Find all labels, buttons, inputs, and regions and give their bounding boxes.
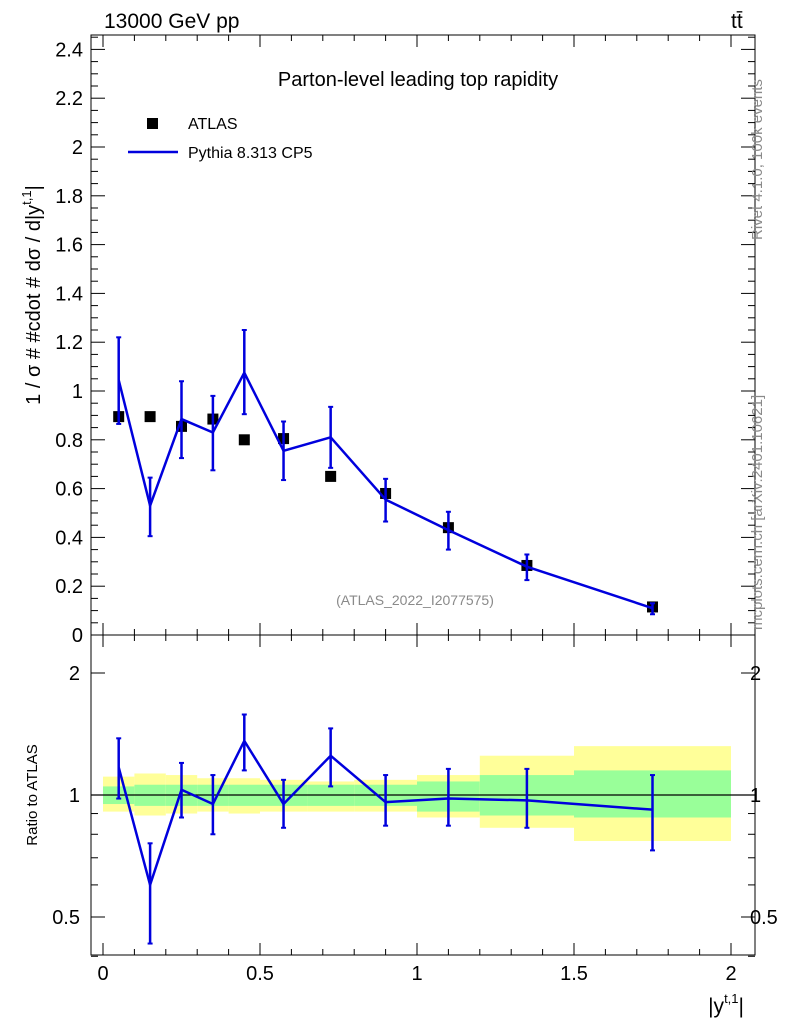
y-tick-label: 1.2 xyxy=(55,332,83,354)
ratio-panel: 0 0.5 1 1.5 2 0.5 0.5 1 1 2 2 xyxy=(52,634,778,985)
x-tick-label: 1 xyxy=(411,963,422,985)
ratio-y-tick-label-right: 2 xyxy=(750,663,761,685)
legend-atlas-label: ATLAS xyxy=(188,116,238,133)
x-axis-label-main: |y xyxy=(708,995,724,1018)
y-tick-label: 0.2 xyxy=(55,576,83,598)
ratio-axis-ticks: 0 0.5 1 1.5 2 0.5 0.5 1 1 2 2 xyxy=(52,635,778,985)
mcplots-label-group: mcplots.cern.ch [arXiv:2401.10621] xyxy=(749,395,766,630)
rivet-label: Rivet 4.1.0, 100k events xyxy=(749,79,766,240)
y-tick-label: 1.6 xyxy=(55,235,83,257)
ratio-y-tick-label-right: 0.5 xyxy=(750,907,778,929)
ratio-series xyxy=(116,713,655,945)
x-axis-label-sup: t,1 xyxy=(724,991,738,1006)
header-process-label: tt̄ xyxy=(731,10,743,33)
legend-atlas-marker xyxy=(147,118,158,129)
ratio-uncertainty-bands xyxy=(103,746,731,842)
y-axis-label-main: 1 / σ # #cdot # dσ / d|y xyxy=(23,205,45,405)
y-tick-label: 1.4 xyxy=(55,283,83,305)
x-axis-label: |yt,1| xyxy=(708,991,744,1018)
mcplots-label: mcplots.cern.ch [arXiv:2401.10621] xyxy=(749,395,766,630)
x-tick-label: 0 xyxy=(97,963,108,985)
analysis-watermark: (ATLAS_2022_I2077575) xyxy=(336,592,494,608)
legend: ATLAS Pythia 8.313 CP5 xyxy=(128,116,313,162)
ratio-y-axis-label: Ratio to ATLAS xyxy=(24,744,41,845)
ratio-y-axis-label-group: Ratio to ATLAS xyxy=(24,744,41,845)
y-axis-label: 1 / σ # #cdot # dσ / d|yt,1| xyxy=(19,185,45,405)
ratio-y-tick-label: 0.5 xyxy=(52,907,80,929)
y-tick-label: 2 xyxy=(72,137,83,159)
atlas-data-point xyxy=(144,411,156,423)
x-tick-label: 1.5 xyxy=(560,963,588,985)
atlas-data-point xyxy=(238,434,250,446)
y-tick-label: 0.4 xyxy=(55,527,83,549)
x-tick-label: 0.5 xyxy=(246,963,274,985)
y-tick-label: 0.8 xyxy=(55,430,83,452)
atlas-data-point xyxy=(325,470,337,482)
y-tick-label: 1 xyxy=(72,381,83,403)
svg-text:1 / σ # #cdot # dσ / d|yt,1|: 1 / σ # #cdot # dσ / d|yt,1| xyxy=(19,185,45,405)
ratio-y-tick-label: 2 xyxy=(69,663,80,685)
main-axis-ticks: 0 0.2 0.4 0.6 0.8 1 1.2 1.4 1.6 1.8 2 2.2 2.4 xyxy=(55,35,755,647)
x-axis-label-end: | xyxy=(739,995,744,1018)
y-axis-label-sup: t,1 xyxy=(19,190,34,204)
header-energy-label: 13000 GeV pp xyxy=(104,10,239,33)
chart-title: Parton-level leading top rapidity xyxy=(278,69,558,91)
y-tick-label: 2.4 xyxy=(55,39,83,61)
y-tick-label: 2.2 xyxy=(55,88,83,110)
y-axis-label-end: | xyxy=(23,185,45,190)
ratio-y-tick-label-right: 1 xyxy=(750,785,761,807)
y-tick-label: 0 xyxy=(72,625,83,647)
rivet-label-group: Rivet 4.1.0, 100k events xyxy=(749,79,766,240)
ratio-y-tick-label: 1 xyxy=(69,785,80,807)
x-tick-label: 2 xyxy=(725,963,736,985)
legend-pythia-label: Pythia 8.313 CP5 xyxy=(188,145,313,162)
main-panel: 0 0.2 0.4 0.6 0.8 1 1.2 1.4 1.6 1.8 2 2.2 2.4 Parton… xyxy=(55,34,756,647)
y-tick-label: 1.8 xyxy=(55,186,83,208)
y-tick-label: 0.6 xyxy=(55,479,83,501)
main-series xyxy=(113,329,658,616)
